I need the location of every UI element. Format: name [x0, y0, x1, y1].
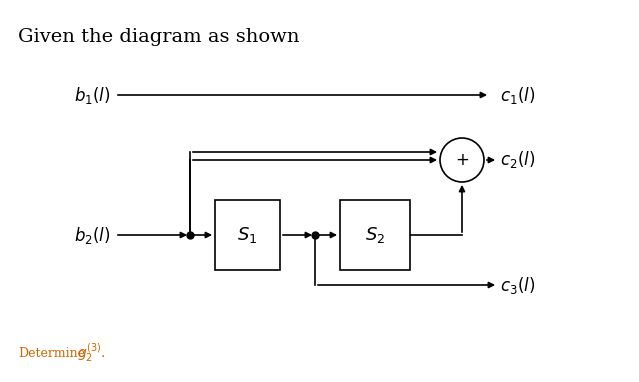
Text: $c_1(l)$: $c_1(l)$ [500, 84, 535, 105]
Text: $S_2$: $S_2$ [365, 225, 385, 245]
Text: Determine: Determine [18, 347, 85, 360]
Text: Given the diagram as shown: Given the diagram as shown [18, 28, 300, 46]
Text: $c_2(l)$: $c_2(l)$ [500, 149, 535, 170]
Text: $g_2^{(3)}.$: $g_2^{(3)}.$ [77, 342, 105, 364]
Bar [340, 200, 410, 270]
Bar [215, 200, 280, 270]
Ellipse shape [440, 138, 484, 182]
Text: $+$: $+$ [455, 151, 469, 169]
Text: $S_1$: $S_1$ [237, 225, 258, 245]
Text: $b_2(l)$: $b_2(l)$ [74, 225, 111, 246]
Text: $b_1(l)$: $b_1(l)$ [74, 84, 111, 105]
Text: $c_3(l)$: $c_3(l)$ [500, 275, 535, 296]
